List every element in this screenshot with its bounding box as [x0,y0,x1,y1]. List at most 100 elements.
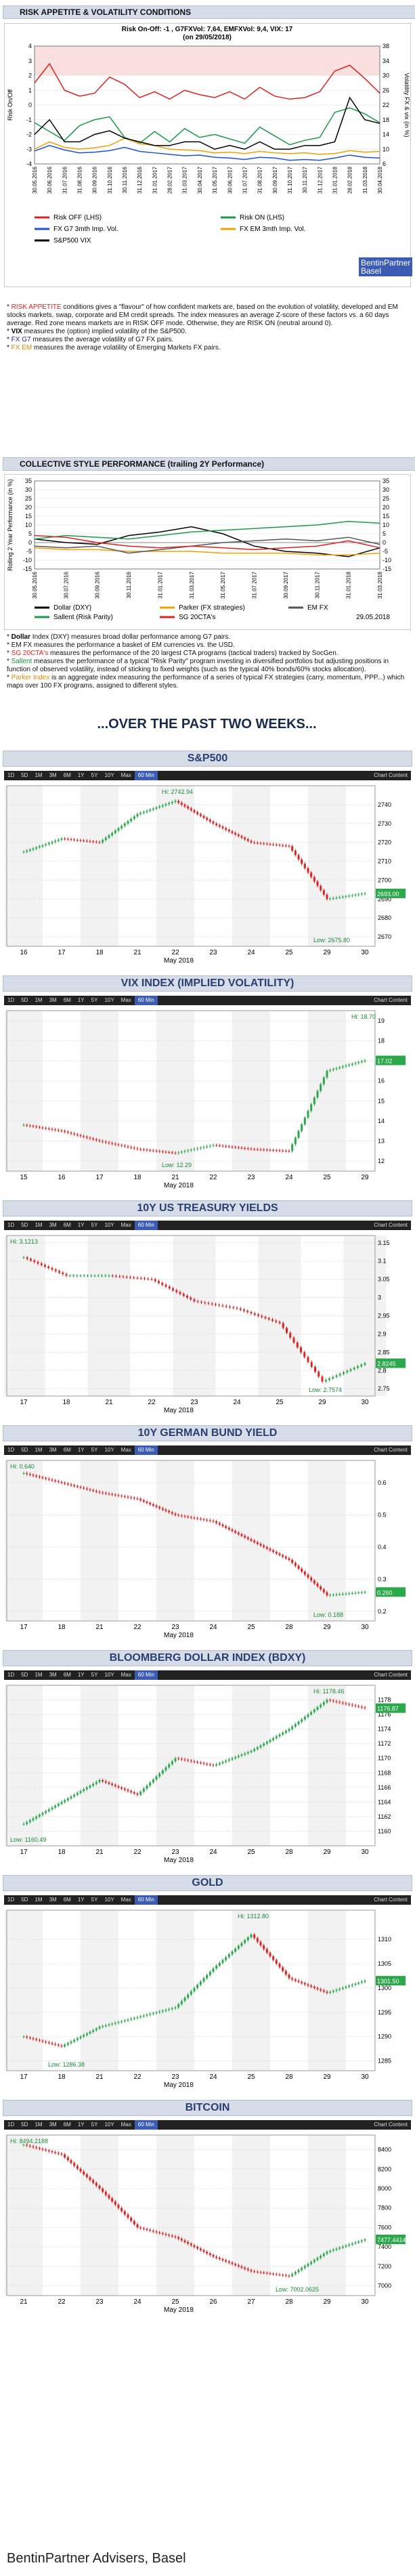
toolbar-item[interactable]: 5D [21,1222,28,1228]
toolbar-item[interactable]: 6M [63,1672,71,1678]
toolbar-item[interactable]: Max [121,1222,131,1228]
toolbar-item[interactable]: Max [121,1672,131,1678]
toolbar-item[interactable]: 1D [7,2121,15,2128]
toolbar-item[interactable]: 60 Min [134,771,158,780]
toolbar-item[interactable]: 1Y [77,1897,85,1903]
toolbar-item[interactable]: 10Y [104,1222,114,1228]
toolbar-item[interactable]: 5Y [91,1222,98,1228]
x-tick: 22 [133,1624,141,1631]
toolbar-item[interactable]: 3M [49,2121,57,2128]
candle-body [313,1097,315,1105]
toolbar-item[interactable]: Max [121,997,131,1003]
toolbar-item[interactable]: Chart Content [374,772,408,778]
toolbar-item[interactable]: 10Y [104,1672,114,1678]
toolbar-item[interactable]: 3M [49,1897,57,1903]
candle-body [177,2004,180,2008]
toolbar-item[interactable]: 5D [21,1672,28,1678]
last-label: 1176.87 [377,1706,399,1712]
candle-body [263,1545,265,1547]
toolbar-item[interactable]: 60 Min [134,1670,158,1680]
toolbar-item[interactable]: 10Y [104,1897,114,1903]
toolbar-item[interactable]: 3M [49,997,57,1003]
toolbar-item[interactable]: 60 Min [134,1445,158,1455]
toolbar-item[interactable]: 5D [21,772,28,778]
candle-body [278,1964,281,1968]
toolbar-item[interactable]: Chart Content [374,1222,408,1228]
candle-body [89,1786,91,1788]
toolbar-item[interactable]: 5Y [91,772,98,778]
toolbar-item[interactable]: 1Y [77,1672,85,1678]
candle-body [275,2274,278,2275]
toolbar-item[interactable]: 5D [21,1897,28,1903]
toolbar-item[interactable]: 5D [21,1447,28,1453]
toolbar-item[interactable]: 6M [63,997,71,1003]
toolbar-item[interactable]: 60 Min [134,1221,158,1230]
toolbar-item[interactable]: 5D [21,997,28,1003]
toolbar-item[interactable]: Chart Content [374,1897,408,1903]
toolbar-item[interactable]: 1M [35,1447,43,1453]
toolbar-item[interactable]: 1M [35,997,43,1003]
candle-body [263,1149,265,1151]
toolbar-item[interactable]: 1D [7,772,15,778]
toolbar-item[interactable]: 5Y [91,997,98,1003]
toolbar-item[interactable]: 1M [35,2121,43,2128]
toolbar-item[interactable]: 1D [7,1447,15,1453]
toolbar-item[interactable]: 1Y [77,997,85,1003]
toolbar-item[interactable]: Chart Content [374,1447,408,1453]
toolbar-item[interactable]: 5Y [91,1447,98,1453]
y-tick: 3.05 [378,1276,390,1283]
x-tick: 23 [171,1849,179,1856]
toolbar-item[interactable]: 1D [7,1897,15,1903]
toolbar-item[interactable]: 10Y [104,1447,114,1453]
toolbar-item[interactable]: 60 Min [134,2120,158,2130]
toolbar-item[interactable]: 1D [7,1222,15,1228]
toolbar-item[interactable]: 10Y [104,772,114,778]
toolbar-item[interactable]: 5Y [91,1897,98,1903]
toolbar-item[interactable]: 1Y [77,2121,85,2128]
toolbar-item[interactable]: 6M [63,772,71,778]
toolbar-item[interactable]: 1M [35,1897,43,1903]
toolbar-item[interactable]: 10Y [104,997,114,1003]
candle-body [227,1759,230,1761]
toolbar-item[interactable]: 6M [63,1447,71,1453]
candle-body [345,2245,347,2247]
x-tick: 30.06.2016 [47,166,53,194]
toolbar-item[interactable]: 3M [49,1447,57,1453]
toolbar-item[interactable]: 6M [63,1222,71,1228]
candle-body [28,2145,31,2147]
toolbar-item[interactable]: 1M [35,1222,43,1228]
candle-body [200,1301,202,1303]
toolbar-item[interactable]: 3M [49,772,57,778]
toolbar-item[interactable]: Max [121,2121,131,2128]
toolbar-item[interactable]: 3M [49,1222,57,1228]
toolbar-item[interactable]: 3M [49,1672,57,1678]
chart-toolbar: 1D 5D 1M 3M 6M 1Y 5Y 10Y Max 60 Min Chart Content [4,1670,411,1680]
toolbar-item[interactable]: 6M [63,1897,71,1903]
x-tick: 21 [171,1174,179,1181]
toolbar-item[interactable]: 1D [7,1672,15,1678]
toolbar-item[interactable]: 5Y [91,2121,98,2128]
toolbar-item[interactable]: 60 Min [134,1895,158,1905]
candle-body [22,1823,25,1825]
candle-body [89,841,91,842]
toolbar-item[interactable]: 1M [35,772,43,778]
candle-body [259,2272,262,2273]
toolbar-item[interactable]: Chart Content [374,1672,408,1678]
toolbar-item[interactable]: Chart Content [374,2121,408,2128]
y-tick: 7600 [378,2224,391,2231]
toolbar-item[interactable]: Max [121,772,131,778]
toolbar-item[interactable]: Max [121,1897,131,1903]
toolbar-item[interactable]: Chart Content [374,997,408,1003]
toolbar-item[interactable]: 6M [63,2121,71,2128]
candle-body [341,1987,344,1989]
toolbar-item[interactable]: 1Y [77,1222,85,1228]
toolbar-item[interactable]: 5Y [91,1672,98,1678]
toolbar-item[interactable]: 60 Min [134,996,158,1005]
toolbar-item[interactable]: 5D [21,2121,28,2128]
toolbar-item[interactable]: 1D [7,997,15,1003]
toolbar-item[interactable]: 1M [35,1672,43,1678]
toolbar-item[interactable]: 10Y [104,2121,114,2128]
toolbar-item[interactable]: 1Y [77,772,85,778]
toolbar-item[interactable]: 1Y [77,1447,85,1453]
toolbar-item[interactable]: Max [121,1447,131,1453]
